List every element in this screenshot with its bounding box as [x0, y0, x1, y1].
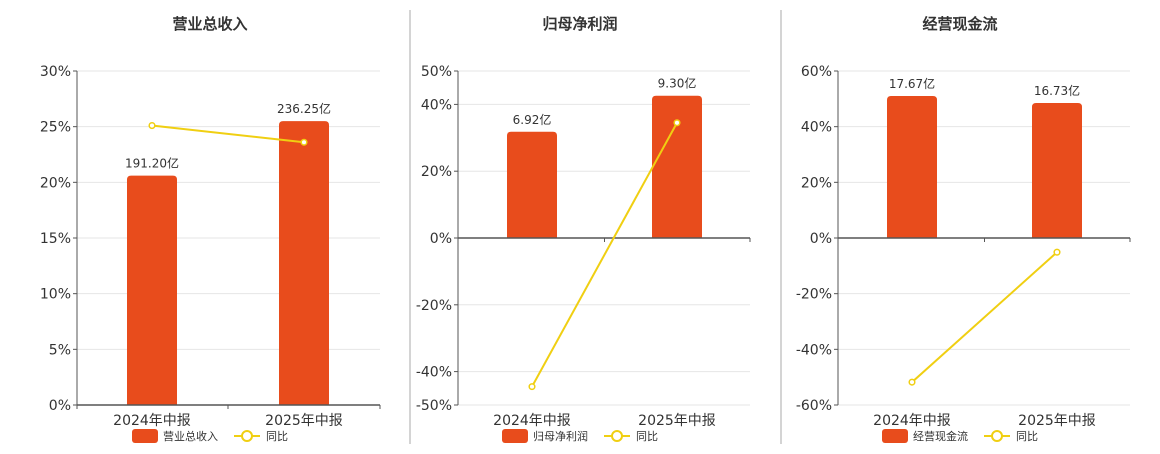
- yoy-point: [528, 383, 536, 391]
- y-tick-label: 30%: [40, 64, 71, 80]
- y-tick-label: 60%: [801, 64, 832, 80]
- bar: [652, 95, 702, 238]
- y-tick-label: 40%: [421, 97, 452, 113]
- y-tick-label: 0%: [810, 231, 832, 247]
- legend-line-marker: [611, 430, 623, 442]
- legend-bar-label: 营业总收入: [163, 429, 218, 443]
- bar: [1032, 103, 1082, 238]
- yoy-point: [300, 138, 308, 146]
- y-tick-label: 10%: [40, 287, 71, 303]
- legend-line-label: 同比: [266, 430, 288, 443]
- legend-line-label: 同比: [636, 430, 658, 443]
- bar: [127, 175, 177, 405]
- y-tick-label: 0%: [430, 231, 452, 247]
- x-tick-label: 2024年中报: [113, 413, 191, 429]
- y-tick-label: -40%: [416, 365, 452, 381]
- y-tick-label: 0%: [49, 398, 71, 414]
- legend-line-marker: [241, 430, 253, 442]
- bar-data-label: 6.92亿: [513, 112, 552, 127]
- y-tick-label: 40%: [801, 120, 832, 136]
- y-tick-label: -20%: [416, 298, 452, 314]
- yoy-point: [908, 378, 916, 386]
- y-tick-label: 20%: [40, 175, 71, 191]
- legend-bar-swatch: [132, 429, 158, 443]
- legend-bar-label: 经营现金流: [913, 429, 968, 443]
- y-tick-label: 20%: [421, 164, 452, 180]
- bar-data-label: 236.25亿: [277, 101, 331, 116]
- bar-data-label: 17.67亿: [889, 76, 935, 91]
- yoy-line: [911, 251, 1058, 383]
- x-tick-label: 2025年中报: [265, 413, 343, 429]
- bar-data-label: 16.73亿: [1034, 83, 1080, 98]
- legend-bar-swatch: [502, 429, 528, 443]
- bar: [887, 96, 937, 238]
- chart-title: 归母净利润: [542, 15, 617, 33]
- chart-title: 经营现金流: [922, 15, 997, 33]
- x-tick-label: 2025年中报: [638, 413, 716, 429]
- bar-data-label: 191.20亿: [125, 156, 179, 171]
- bar: [279, 121, 329, 405]
- yoy-point: [673, 119, 681, 127]
- y-tick-label: 50%: [421, 64, 452, 80]
- yoy-point: [148, 122, 156, 130]
- legend-line-marker: [991, 430, 1003, 442]
- x-tick-label: 2025年中报: [1018, 413, 1096, 429]
- y-tick-label: -60%: [796, 398, 832, 414]
- legend-bar-label: 归母净利润: [533, 429, 588, 443]
- y-tick-label: -40%: [796, 342, 832, 358]
- chart-title: 营业总收入: [172, 15, 247, 33]
- bar: [507, 131, 557, 238]
- chart-panel-2: 归母净利润 -50% -40% -20% 0% 20% 40% 50% 6.92亿 9.30亿 20…: [416, 15, 751, 443]
- chart-panel-1: 营业总收入 0% 5% 10% 15% 20% 25% 30% 191.20亿 236.25亿 20…: [40, 15, 381, 443]
- legend-bar-swatch: [882, 429, 908, 443]
- y-tick-label: -20%: [796, 287, 832, 303]
- yoy-line: [151, 124, 305, 144]
- y-tick-label: 25%: [40, 120, 71, 136]
- yoy-point: [1053, 248, 1061, 256]
- x-tick-label: 2024年中报: [493, 413, 571, 429]
- y-tick-label: -50%: [416, 398, 452, 414]
- y-tick-label: 5%: [49, 342, 71, 358]
- x-tick-label: 2024年中报: [873, 413, 951, 429]
- yoy-line: [531, 122, 678, 388]
- chart-panel-3: 经营现金流 -60% -40% -20% 0% 20% 40% 60% 17.67亿 16.73亿…: [796, 15, 1131, 443]
- bar-data-label: 9.30亿: [658, 76, 697, 91]
- y-tick-label: 15%: [40, 231, 71, 247]
- legend-line-label: 同比: [1016, 430, 1038, 443]
- y-tick-label: 20%: [801, 175, 832, 191]
